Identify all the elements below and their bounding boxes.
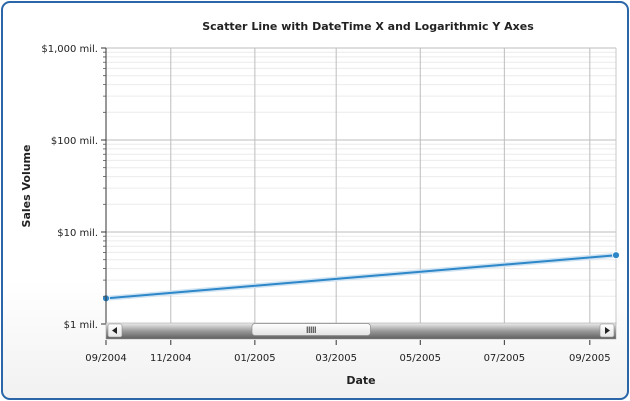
x-tick-label: 01/2005 bbox=[234, 353, 276, 364]
x-tick-label: 03/2005 bbox=[315, 353, 357, 364]
x-axis-ticks: 09/2004 11/2004 01/2005 03/2005 05/2005 07/20… bbox=[85, 340, 611, 364]
scatter-line-chart: Scatter Line with DateTime X and Logarit… bbox=[20, 20, 620, 387]
y-tick-label: $1,000 mil. bbox=[41, 44, 98, 55]
y-tick-label: $10 mil. bbox=[57, 228, 98, 239]
x-axis-title: Date bbox=[346, 374, 375, 387]
y-axis-title: Sales Volume bbox=[20, 145, 33, 228]
x-tick-label: 09/2004 bbox=[85, 353, 127, 364]
scrollbar-thumb[interactable] bbox=[251, 323, 371, 336]
series-layer bbox=[102, 251, 620, 303]
plot-area bbox=[106, 48, 616, 324]
y-tick-label: $1 mil. bbox=[64, 320, 98, 331]
chart-title: Scatter Line with DateTime X and Logarit… bbox=[202, 20, 534, 33]
x-scrollbar[interactable] bbox=[105, 322, 617, 340]
x-tick-label: 05/2005 bbox=[399, 353, 441, 364]
x-tick-label: 07/2005 bbox=[484, 353, 526, 364]
x-tick-label: 09/2005 bbox=[569, 353, 611, 364]
data-point[interactable] bbox=[612, 251, 620, 260]
arrow-right-icon bbox=[605, 327, 610, 334]
x-tick-label: 11/2004 bbox=[150, 353, 192, 364]
y-axis-ticks: $1 mil. $10 mil. $100 mil. $1,000 mil. bbox=[41, 44, 106, 331]
y-tick-label: $100 mil. bbox=[51, 136, 98, 147]
series-line bbox=[105, 254, 617, 300]
arrow-left-icon bbox=[112, 327, 117, 334]
